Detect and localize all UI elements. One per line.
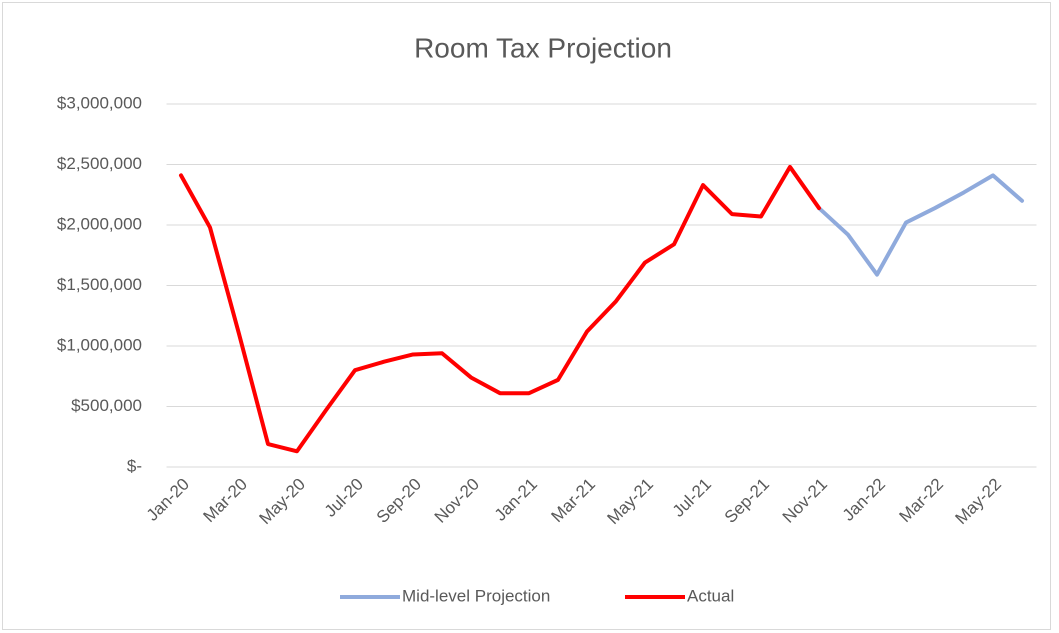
legend-label: Mid-level Projection [402, 586, 550, 605]
y-tick-label: $1,000,000 [57, 335, 142, 354]
y-tick-label: $2,500,000 [57, 154, 142, 173]
legend-label: Actual [687, 586, 734, 605]
y-tick-label: $- [127, 456, 142, 475]
y-tick-label: $500,000 [71, 396, 142, 415]
line-series [817, 173, 1024, 277]
y-tick-label: $1,500,000 [57, 275, 142, 294]
chart-title: Room Tax Projection [414, 32, 672, 63]
y-tick-label: $2,000,000 [57, 214, 142, 233]
y-tick-label: $3,000,000 [57, 93, 142, 112]
line-series [179, 164, 821, 454]
